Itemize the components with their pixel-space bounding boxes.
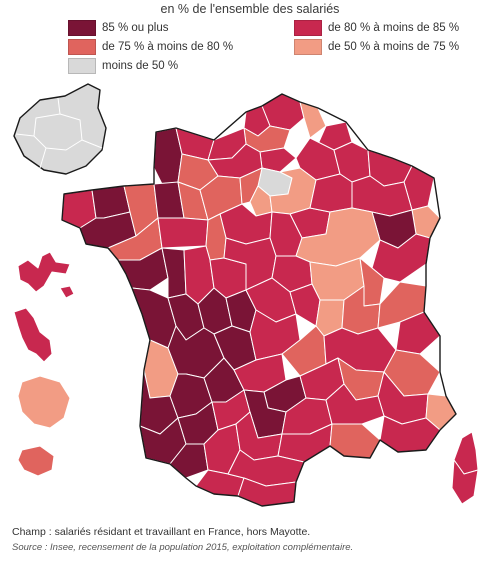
guadeloupe xyxy=(17,251,71,293)
dept-savoie xyxy=(395,311,441,355)
map-title: en % de l'ensemble des salariés xyxy=(160,2,340,16)
legend-item-85-plus: 85 % ou plus xyxy=(68,20,169,36)
legend-swatch xyxy=(294,20,322,36)
inset-guyane xyxy=(17,375,71,429)
dept-aisne xyxy=(299,101,327,139)
legend: 85 % ou plus de 80 % à moins de 85 % de … xyxy=(0,18,500,78)
legend-item-80-85: de 80 % à moins de 85 % xyxy=(294,20,459,36)
inset-reunion xyxy=(17,445,55,477)
inset-outline xyxy=(13,83,107,175)
mainland-outline xyxy=(61,93,457,507)
legend-item-under-50: moins de 50 % xyxy=(68,58,178,74)
martinique xyxy=(13,307,53,363)
source-note: Source : Insee, recensement de la popula… xyxy=(12,542,354,553)
reunion xyxy=(17,445,55,477)
legend-swatch xyxy=(68,58,96,74)
legend-label: moins de 50 % xyxy=(102,60,179,72)
guadeloupe-islet xyxy=(59,285,75,299)
legend-label: de 50 % à moins de 75 % xyxy=(328,41,460,53)
inset-corse xyxy=(451,431,479,505)
legend-swatch xyxy=(294,39,322,55)
inset-martinique xyxy=(13,307,53,363)
legend-label: de 80 % à moins de 85 % xyxy=(328,22,460,34)
dept-maine-et-loire xyxy=(157,217,209,249)
legend-label: 85 % ou plus xyxy=(102,22,169,34)
legend-label: de 75 % à moins de 80 % xyxy=(102,41,234,53)
footnote: Champ : salariés résidant et travaillant… xyxy=(12,526,311,538)
france-choropleth-map xyxy=(0,78,500,518)
map-svg xyxy=(13,83,479,507)
guyane xyxy=(17,375,71,429)
dept-haute-marne xyxy=(309,173,353,213)
inset-inner-borders xyxy=(15,97,103,169)
corse-du-sud xyxy=(451,459,479,505)
mainland-france xyxy=(61,93,457,507)
legend-swatch xyxy=(68,39,96,55)
legend-swatch xyxy=(68,20,96,36)
legend-item-75-80: de 75 % à moins de 80 % xyxy=(68,39,233,55)
inset-guadeloupe xyxy=(17,251,75,299)
inset-petite-couronne xyxy=(13,83,107,175)
legend-item-50-75: de 50 % à moins de 75 % xyxy=(294,39,459,55)
